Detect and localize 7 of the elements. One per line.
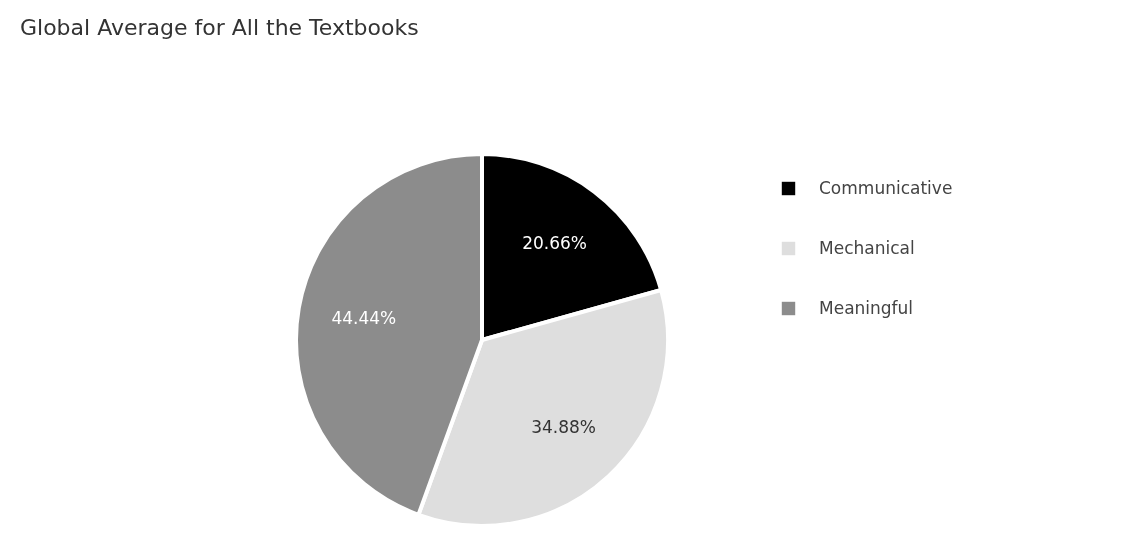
data-label: 34.88%	[531, 417, 596, 438]
legend-label: Meaningful	[819, 297, 914, 318]
chart-title: Global Average for All the Textbooks	[20, 15, 419, 40]
data-label: 44.44%	[331, 308, 397, 329]
legend-label: Mechanical	[819, 237, 915, 258]
legend-label: Communicative	[819, 177, 953, 198]
data-label: 20.66%	[522, 233, 587, 254]
